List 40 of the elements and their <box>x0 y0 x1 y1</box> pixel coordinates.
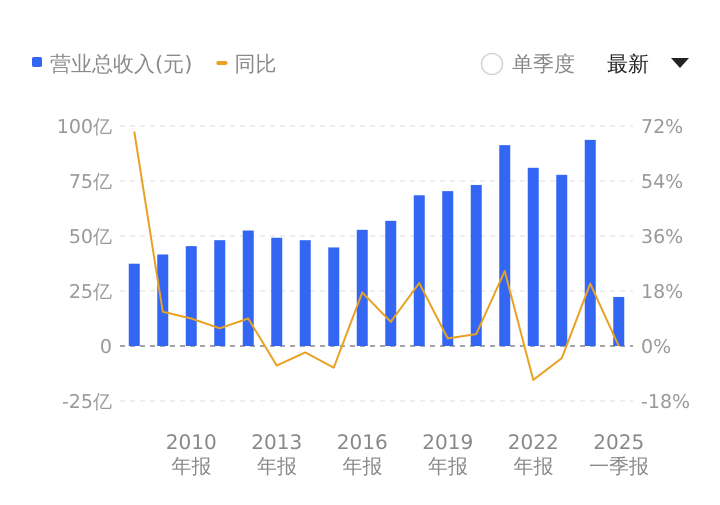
bar <box>584 140 596 346</box>
x-tick-label: 2022 年报 <box>508 430 559 478</box>
y2-tick-label: -18% <box>641 391 690 413</box>
bar <box>470 184 482 346</box>
bar <box>556 174 568 346</box>
bar <box>157 254 168 346</box>
text: 单季度 <box>512 52 575 76</box>
y2-tick-label: 72% <box>641 116 684 138</box>
y-tick-label: 0 <box>100 336 112 358</box>
bar <box>442 191 454 346</box>
y2-tick-label: 0% <box>641 336 672 358</box>
y-tick-label: 75亿 <box>68 171 112 193</box>
y-tick-label: 25亿 <box>68 281 112 303</box>
y-tick-label: 100亿 <box>56 116 112 138</box>
y2-tick-label: 36% <box>641 226 684 248</box>
bar <box>328 247 340 346</box>
bar <box>186 246 197 346</box>
legend-label: 营业总收入(元) <box>50 52 192 76</box>
x-tick-label: 2010 年报 <box>166 430 217 478</box>
legend-label: 同比 <box>234 52 276 76</box>
x-tick-label: 2013 年报 <box>251 430 302 478</box>
y2-tick-label: 54% <box>641 171 684 193</box>
y-tick-label: 50亿 <box>68 226 112 248</box>
x-tick-label: 2025 一季报 <box>588 430 649 478</box>
bar <box>385 220 396 346</box>
bar <box>242 230 254 346</box>
y2-tick-label: 18% <box>641 281 684 303</box>
bar <box>300 240 311 346</box>
bar <box>214 240 226 346</box>
x-tick-label: 2019 年报 <box>422 430 474 478</box>
bar <box>528 168 539 346</box>
y-tick-label: -25亿 <box>62 391 112 413</box>
x-tick-label: 2016 年报 <box>336 430 388 478</box>
bar <box>128 264 140 346</box>
bar <box>356 230 368 346</box>
bar <box>414 195 425 346</box>
bar <box>271 238 282 346</box>
bar <box>613 296 624 346</box>
bar <box>499 145 510 346</box>
text: 最新 <box>607 52 649 76</box>
